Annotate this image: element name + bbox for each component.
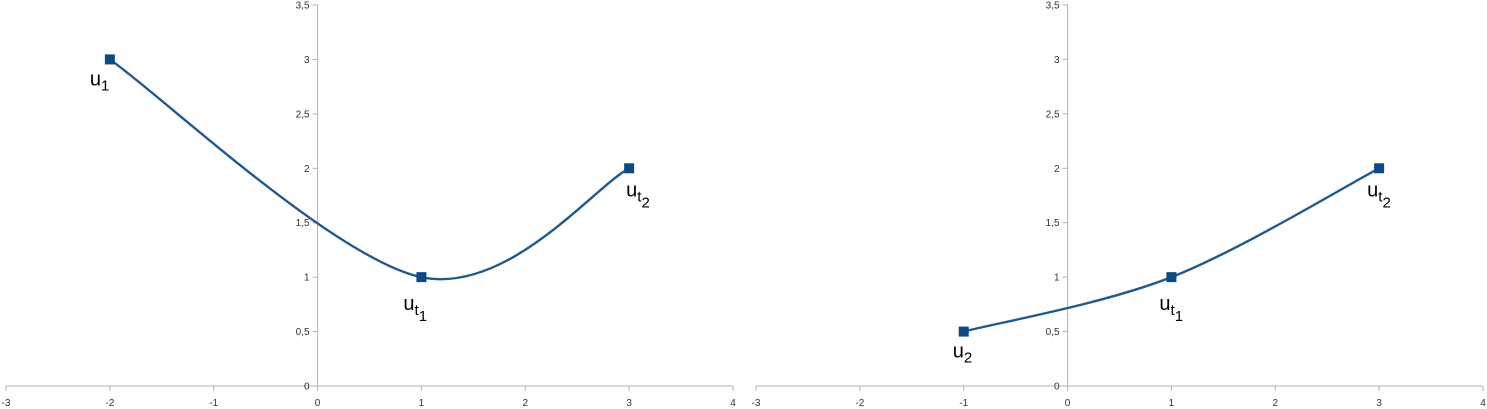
left-data-point [416,272,427,283]
right-data-point [1374,163,1385,174]
point-label-subscript: t [415,302,420,319]
left-point-label: ut1 [403,293,427,325]
point-label-base: u [403,293,414,315]
point-label-base: u [90,68,101,90]
right-x-tick-label: 3 [1376,398,1382,409]
right-y-tick-label: 2 [1054,164,1060,175]
right-x-tick-label: -1 [959,398,968,409]
point-label-base: u [1367,179,1378,201]
point-label-sub-subscript: 1 [1175,308,1183,325]
point-label-base: u [1159,293,1170,315]
left-y-tick-label: 1,5 [296,218,310,229]
right-x-tick-label: 0 [1065,398,1071,409]
right-x-tick-label: 1 [1169,398,1175,409]
right-point-label: u2 [953,341,972,367]
right-x-tick-label: 4 [1480,398,1486,409]
right-x-tick-label: -2 [855,398,864,409]
right-y-tick-label: 2,5 [1046,109,1060,120]
right-x-tick-label: 2 [1273,398,1279,409]
point-label-sub-subscript: 2 [641,194,649,211]
point-label-base: u [953,341,964,363]
left-x-tick-label: -3 [2,398,11,409]
point-label-base: u [626,179,637,201]
left-x-tick-label: 0 [315,398,321,409]
right-data-point [1166,272,1177,283]
point-label-subscript: 2 [964,350,972,367]
right-point-label: ut1 [1159,293,1183,325]
left-x-tick-label: 2 [523,398,529,409]
left-x-tick-label: 1 [419,398,425,409]
left-y-tick-label: 3,5 [296,1,310,12]
right-x-tick-label: -3 [752,398,761,409]
left-y-tick-label: 3 [304,55,310,66]
left-y-tick-label: 2,5 [296,109,310,120]
left-y-tick-label: 1 [304,273,310,284]
right-data-point [958,326,969,337]
left-x-tick-label: 4 [730,398,736,409]
right-y-tick-label: 1 [1054,273,1060,284]
left-x-tick-label: -1 [209,398,218,409]
point-label-sub-subscript: 2 [1382,194,1390,211]
left-point-label: u1 [90,68,109,94]
right-y-tick-label: 0,5 [1046,327,1060,338]
left-data-point [104,54,115,65]
left-point-label: ut2 [626,179,650,211]
right-y-tick-label: 0 [1054,382,1060,393]
left-data-point [624,163,635,174]
left-x-tick-label: 3 [626,398,632,409]
point-label-sub-subscript: 1 [419,308,427,325]
left-y-tick-label: 0,5 [296,327,310,338]
point-label-subscript: t [1171,302,1176,319]
point-label-subscript: t [637,188,642,205]
point-label-subscript: t [1378,188,1383,205]
right-y-tick-label: 3,5 [1046,1,1060,12]
left-x-tick-label: -2 [105,398,114,409]
left-series-line [108,58,631,281]
right-point-label: ut2 [1367,179,1391,211]
left-y-tick-label: 0 [304,382,310,393]
left-y-tick-label: 2 [304,164,310,175]
right-y-tick-label: 1,5 [1046,218,1060,229]
point-label-subscript: 1 [101,77,109,94]
right-y-tick-label: 3 [1054,55,1060,66]
